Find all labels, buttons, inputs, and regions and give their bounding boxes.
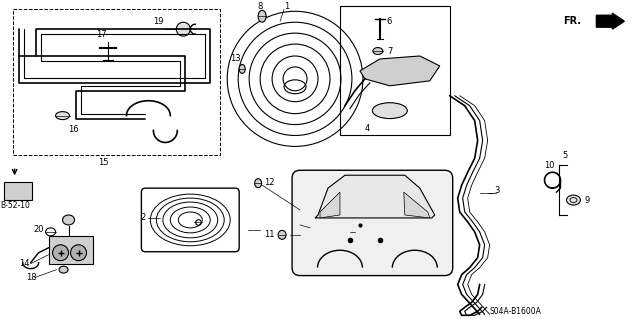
Text: 7: 7	[387, 47, 392, 56]
Circle shape	[70, 245, 86, 261]
Text: 14: 14	[19, 259, 29, 268]
Ellipse shape	[59, 266, 68, 273]
Polygon shape	[404, 192, 430, 218]
Circle shape	[52, 245, 68, 261]
Text: 18: 18	[26, 273, 36, 282]
Text: 8: 8	[257, 2, 262, 11]
Ellipse shape	[278, 230, 286, 239]
Ellipse shape	[373, 48, 383, 55]
Text: B-52-10: B-52-10	[1, 201, 31, 210]
Text: 2: 2	[140, 213, 146, 222]
FancyBboxPatch shape	[292, 170, 452, 276]
Text: 12: 12	[264, 178, 275, 187]
Text: 10: 10	[545, 161, 555, 170]
Text: 1: 1	[284, 2, 289, 11]
Ellipse shape	[239, 64, 245, 73]
FancyArrow shape	[596, 13, 625, 29]
Text: 9: 9	[584, 196, 589, 204]
Text: S04A-B1600A: S04A-B1600A	[490, 307, 541, 316]
Polygon shape	[320, 192, 340, 218]
Ellipse shape	[56, 112, 70, 120]
Bar	[13, 9, 220, 155]
Text: 17: 17	[97, 30, 107, 39]
Text: FR.: FR.	[563, 16, 581, 26]
Text: 16: 16	[68, 125, 79, 134]
Bar	[340, 6, 450, 136]
Bar	[49, 236, 93, 264]
Circle shape	[176, 22, 190, 36]
Bar	[4, 182, 31, 200]
Text: 4: 4	[365, 124, 370, 133]
Text: 13: 13	[230, 55, 241, 63]
Ellipse shape	[258, 10, 266, 22]
Polygon shape	[315, 175, 435, 218]
Text: 6: 6	[387, 17, 392, 26]
Text: 11: 11	[264, 230, 275, 239]
Text: 5: 5	[563, 151, 568, 160]
Polygon shape	[360, 56, 440, 86]
Ellipse shape	[372, 103, 407, 119]
Ellipse shape	[255, 179, 262, 188]
Ellipse shape	[63, 215, 74, 225]
Text: 3: 3	[495, 186, 500, 195]
Text: 20: 20	[34, 226, 44, 234]
Text: 15: 15	[99, 158, 109, 167]
Text: 19: 19	[154, 17, 164, 26]
Ellipse shape	[566, 195, 580, 205]
